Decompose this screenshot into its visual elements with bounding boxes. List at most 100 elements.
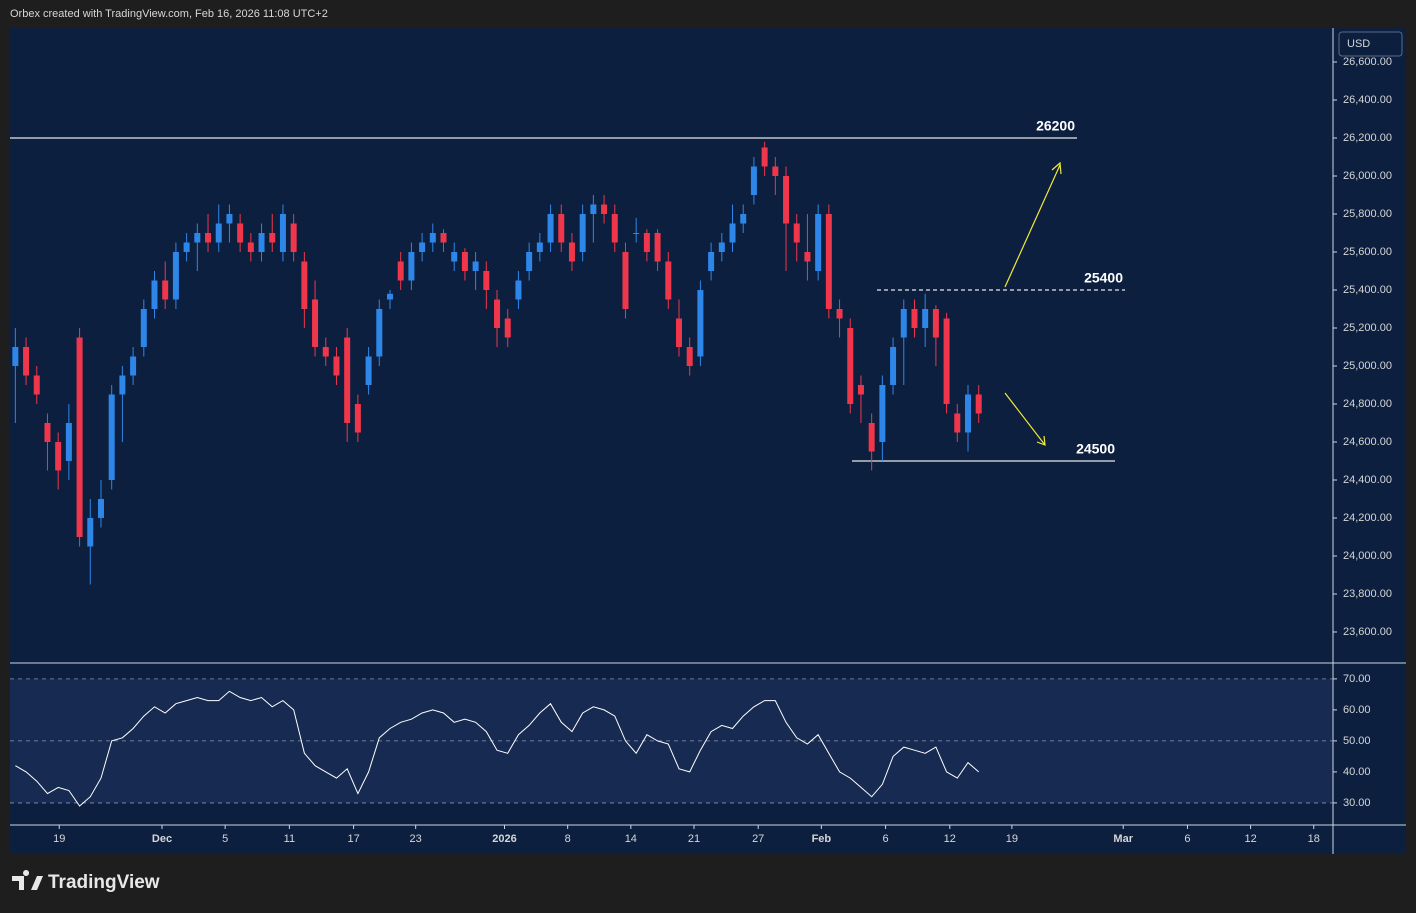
candle-body xyxy=(97,498,104,518)
x-tick-label: 8 xyxy=(565,833,571,845)
candle-body xyxy=(215,223,222,243)
y-tick-label: 24,800.00 xyxy=(1343,398,1392,410)
candle-body xyxy=(622,251,629,309)
candle-body xyxy=(568,242,575,262)
candle-body xyxy=(665,261,672,300)
x-tick-label: Dec xyxy=(152,833,172,845)
candle-body xyxy=(440,233,447,243)
candle-body xyxy=(172,251,179,300)
candle-body xyxy=(579,214,586,252)
candle-body xyxy=(194,233,201,243)
y-tick-label: 50.00 xyxy=(1343,735,1371,747)
header-caption: Orbex created with TradingView.com, Feb … xyxy=(10,8,328,20)
candle-body xyxy=(964,394,971,433)
arrow-down-head xyxy=(1036,435,1046,446)
candle-body xyxy=(633,233,640,235)
candle-body xyxy=(451,251,458,262)
candle-body xyxy=(825,214,832,309)
candle-body xyxy=(269,233,276,243)
candle-body xyxy=(55,441,62,471)
candle-body xyxy=(697,289,704,357)
candle-body xyxy=(526,251,533,271)
y-tick-label: 25,800.00 xyxy=(1343,208,1392,220)
candle-body xyxy=(900,308,907,338)
candle-body xyxy=(376,308,383,357)
x-tick-label: 19 xyxy=(53,833,65,845)
candle-body xyxy=(333,356,340,376)
candle-body xyxy=(429,233,436,243)
candle-body xyxy=(494,299,501,328)
candle-body xyxy=(547,214,554,243)
candle-body xyxy=(783,176,790,224)
x-tick-label: 6 xyxy=(883,833,889,845)
candle-body xyxy=(890,346,897,385)
candle-body xyxy=(954,413,961,433)
y-tick-label: 25,600.00 xyxy=(1343,246,1392,258)
y-tick-label: 23,800.00 xyxy=(1343,588,1392,600)
candle-body xyxy=(836,308,843,319)
candle-body xyxy=(772,166,779,177)
x-tick-label: 11 xyxy=(284,833,295,845)
candle-body xyxy=(33,375,40,395)
x-tick-label: 14 xyxy=(625,833,637,845)
candle-body xyxy=(611,214,618,243)
candle-body xyxy=(23,346,30,376)
x-tick-label: 18 xyxy=(1308,833,1320,845)
y-tick-label: 25,200.00 xyxy=(1343,322,1392,334)
x-tick-label: 6 xyxy=(1184,833,1190,845)
candle-body xyxy=(847,327,854,404)
candle-body xyxy=(879,384,886,442)
y-tick-label: 25,400.00 xyxy=(1343,284,1392,296)
y-tick-label: 60.00 xyxy=(1343,704,1371,716)
candle-body xyxy=(354,403,361,433)
currency-box[interactable] xyxy=(1338,31,1403,57)
x-tick-label: 19 xyxy=(1006,833,1018,845)
x-tick-label: 12 xyxy=(944,833,956,845)
candle-body xyxy=(761,147,768,167)
candle-body xyxy=(237,223,244,243)
candle-body xyxy=(815,214,822,271)
brand-logo: TradingView xyxy=(12,870,160,893)
x-tick-label: 17 xyxy=(347,833,359,845)
candle-body xyxy=(65,422,72,461)
candle-body xyxy=(322,346,329,357)
candle-body xyxy=(408,251,415,281)
rsi-line xyxy=(15,690,980,807)
x-tick-label: 27 xyxy=(752,833,764,845)
candle-body xyxy=(226,214,233,224)
candle-body xyxy=(868,422,875,452)
candle-body xyxy=(258,233,265,252)
candle-body xyxy=(686,346,693,366)
candle-body xyxy=(301,261,308,309)
level-label: 24500 xyxy=(1076,441,1115,457)
candle-body xyxy=(108,394,115,480)
candle-body xyxy=(12,346,19,366)
candle-body xyxy=(344,337,351,423)
candle-body xyxy=(461,251,468,271)
x-tick-label: 5 xyxy=(222,833,228,845)
candle-body xyxy=(804,251,811,262)
y-tick-label: 26,400.00 xyxy=(1343,94,1392,106)
candle-body xyxy=(397,261,404,281)
level-label: 25400 xyxy=(1084,270,1123,286)
candle-body xyxy=(643,233,650,252)
candle-body xyxy=(922,308,929,328)
y-tick-label: 26,000.00 xyxy=(1343,170,1392,182)
y-tick-label: 30.00 xyxy=(1343,797,1371,809)
candle-body xyxy=(140,308,147,347)
candle-body xyxy=(119,375,126,395)
candle-body xyxy=(183,242,190,252)
currency-label[interactable]: USD xyxy=(1347,38,1370,50)
x-tick-label: 2026 xyxy=(492,833,516,845)
candle-body xyxy=(943,318,950,404)
candle-body xyxy=(279,214,286,252)
y-tick-label: 26,200.00 xyxy=(1343,132,1392,144)
candle-body xyxy=(729,223,736,243)
candle-body xyxy=(590,204,597,215)
candle-body xyxy=(419,242,426,252)
arrow-up xyxy=(1004,164,1061,288)
candle-body xyxy=(386,293,393,300)
brand-name: TradingView xyxy=(48,872,160,893)
candle-body xyxy=(708,251,715,271)
x-tick-label: 23 xyxy=(410,833,422,845)
